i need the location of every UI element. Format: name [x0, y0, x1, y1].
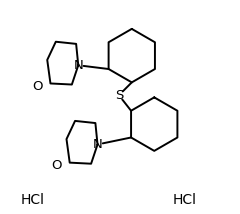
Text: O: O	[52, 159, 62, 172]
Text: HCl: HCl	[172, 193, 196, 207]
Text: S: S	[115, 89, 123, 102]
Text: N: N	[93, 138, 102, 151]
Text: N: N	[73, 59, 83, 72]
Text: O: O	[32, 80, 43, 93]
Text: HCl: HCl	[20, 193, 44, 207]
